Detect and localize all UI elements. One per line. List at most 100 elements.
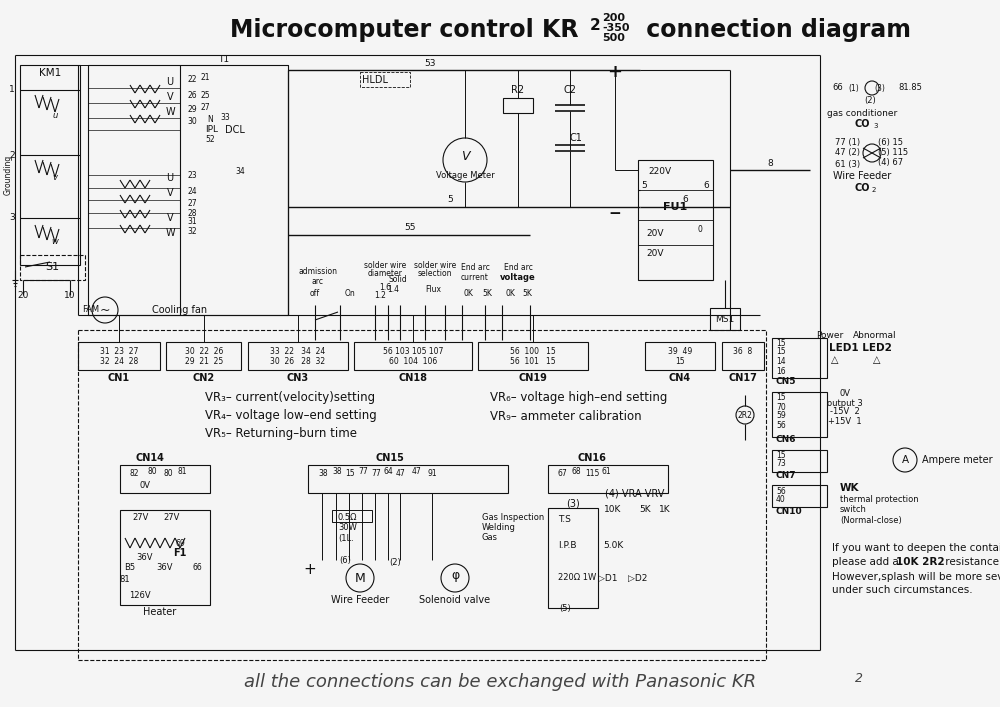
Text: WK: WK xyxy=(840,483,860,493)
Text: 30: 30 xyxy=(187,117,197,127)
Text: 20V: 20V xyxy=(646,248,664,257)
Text: IPL: IPL xyxy=(205,126,218,134)
Text: (1L.: (1L. xyxy=(338,534,354,542)
Text: 29  21  25: 29 21 25 xyxy=(185,356,223,366)
Bar xyxy=(20,255,85,280)
Text: 81.85: 81.85 xyxy=(898,83,922,93)
Text: (4) VRA VRV: (4) VRA VRV xyxy=(605,488,665,498)
Text: 47: 47 xyxy=(412,467,422,476)
Text: T1: T1 xyxy=(218,56,229,64)
Text: Solid: Solid xyxy=(389,276,407,284)
Text: 220Ω 1W: 220Ω 1W xyxy=(558,573,596,583)
Text: VR₅– Returning–burn time: VR₅– Returning–burn time xyxy=(205,428,357,440)
Text: (4) 67: (4) 67 xyxy=(878,158,903,168)
Text: 2: 2 xyxy=(590,18,601,33)
Text: 0.5Ω: 0.5Ω xyxy=(338,513,358,522)
Text: 6: 6 xyxy=(682,196,688,204)
Text: 3: 3 xyxy=(9,214,15,223)
Text: 38: 38 xyxy=(332,467,342,476)
Text: 126V: 126V xyxy=(129,590,151,600)
Text: 2: 2 xyxy=(855,672,863,686)
Text: off: off xyxy=(310,289,320,298)
Text: 1.2: 1.2 xyxy=(374,291,386,300)
Text: voltage: voltage xyxy=(500,274,536,283)
Text: 70: 70 xyxy=(776,402,786,411)
Text: S1: S1 xyxy=(45,262,59,272)
Text: 27V: 27V xyxy=(132,513,148,522)
Text: Welding: Welding xyxy=(482,523,516,532)
Text: w: w xyxy=(52,238,58,247)
Text: 15: 15 xyxy=(776,452,786,460)
Text: 81: 81 xyxy=(120,575,130,585)
Bar xyxy=(772,392,827,437)
Text: 21: 21 xyxy=(200,74,210,83)
Text: Power: Power xyxy=(816,332,844,341)
Text: 0K: 0K xyxy=(463,289,473,298)
Text: I.P.B: I.P.B xyxy=(558,540,576,549)
Text: F1: F1 xyxy=(173,548,187,558)
Text: (3): (3) xyxy=(566,499,580,509)
Text: 26: 26 xyxy=(187,90,197,100)
Text: 68: 68 xyxy=(572,467,582,476)
Text: 15: 15 xyxy=(345,469,355,477)
Text: 2: 2 xyxy=(872,187,876,193)
Text: 38: 38 xyxy=(318,469,328,477)
Text: 66: 66 xyxy=(192,563,202,573)
Text: diameter: diameter xyxy=(368,269,402,279)
Bar xyxy=(248,342,348,370)
Text: 14: 14 xyxy=(776,358,786,366)
Bar xyxy=(308,465,508,493)
Text: 0: 0 xyxy=(698,226,702,235)
Text: △: △ xyxy=(873,355,881,365)
Text: selection: selection xyxy=(418,269,452,279)
Text: A: A xyxy=(901,455,909,465)
Text: VR₉– ammeter calibration: VR₉– ammeter calibration xyxy=(490,409,642,423)
Bar xyxy=(78,330,766,660)
Text: V: V xyxy=(167,92,173,102)
Bar xyxy=(120,465,210,493)
Text: 5.0K: 5.0K xyxy=(603,540,623,549)
Text: gas conditioner: gas conditioner xyxy=(827,108,897,117)
Text: please add a: please add a xyxy=(832,557,902,567)
Text: 200: 200 xyxy=(602,13,625,23)
Text: admission: admission xyxy=(298,267,338,276)
Text: 23: 23 xyxy=(187,172,197,180)
Text: 20V: 20V xyxy=(646,228,664,238)
Bar xyxy=(548,465,668,493)
Text: Wire Feeder: Wire Feeder xyxy=(331,595,389,605)
Text: 66: 66 xyxy=(832,83,843,93)
Text: 32  24  28: 32 24 28 xyxy=(100,356,138,366)
Text: 77 (1): 77 (1) xyxy=(835,137,860,146)
Text: (1): (1) xyxy=(848,83,859,93)
Text: 73: 73 xyxy=(776,460,786,469)
Text: CN14: CN14 xyxy=(136,453,164,463)
Text: If you want to deepen the container,: If you want to deepen the container, xyxy=(832,543,1000,553)
Text: output 3: output 3 xyxy=(827,399,863,407)
Text: 36V: 36V xyxy=(137,554,153,563)
Text: ~: ~ xyxy=(100,303,110,317)
Bar xyxy=(332,510,372,522)
Text: +15V  1: +15V 1 xyxy=(828,416,862,426)
Text: 33  22   34  24: 33 22 34 24 xyxy=(270,346,326,356)
Text: Microcomputer control KR: Microcomputer control KR xyxy=(230,18,578,42)
Text: 47: 47 xyxy=(396,469,406,477)
Text: 80: 80 xyxy=(148,467,158,476)
Text: Wire Feeder: Wire Feeder xyxy=(833,171,891,181)
Text: End arc: End arc xyxy=(504,264,532,272)
Text: +: + xyxy=(608,63,622,81)
Text: 1K: 1K xyxy=(659,506,671,515)
Text: Solenoid valve: Solenoid valve xyxy=(419,595,491,605)
Text: FAM: FAM xyxy=(82,305,99,315)
Text: Heater: Heater xyxy=(143,607,177,617)
Text: 10: 10 xyxy=(64,291,76,300)
Text: -15V  2: -15V 2 xyxy=(830,407,860,416)
Text: CO: CO xyxy=(854,119,870,129)
Text: 220V: 220V xyxy=(648,168,672,177)
Text: 61 (3): 61 (3) xyxy=(835,160,860,170)
Text: 1.6: 1.6 xyxy=(379,284,391,293)
Text: 5K: 5K xyxy=(522,289,532,298)
Text: CN7: CN7 xyxy=(776,470,797,479)
Text: −: − xyxy=(609,206,621,221)
Text: Gas Inspection: Gas Inspection xyxy=(482,513,544,522)
Text: 36V: 36V xyxy=(157,563,173,573)
